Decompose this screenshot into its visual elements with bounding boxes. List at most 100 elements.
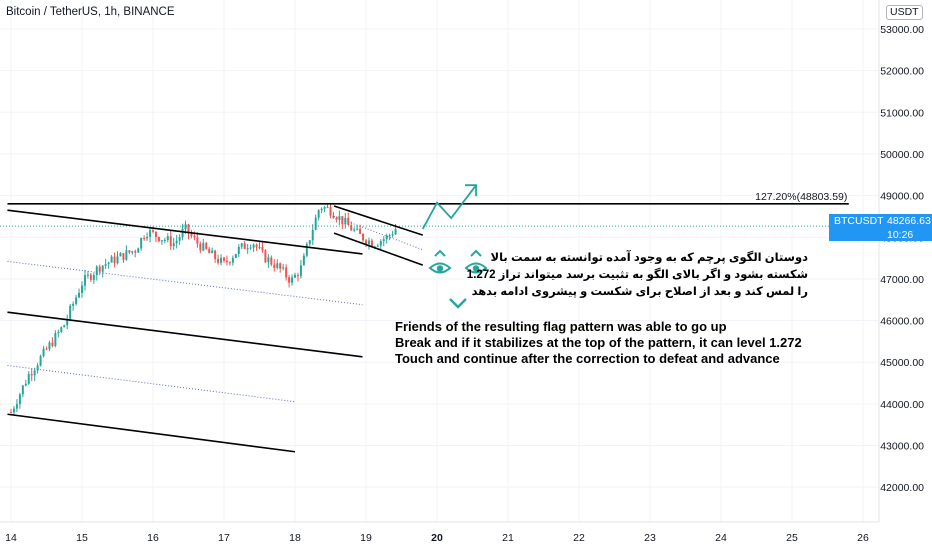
time-axis-label: 20 <box>431 532 443 544</box>
candle-up <box>294 274 296 278</box>
price-axis-label: 43000.00 <box>880 441 924 453</box>
candle-up <box>33 370 36 376</box>
last-price-label: 48266.63 <box>887 215 931 227</box>
trendline[interactable] <box>333 205 424 236</box>
dotted-trendline[interactable] <box>333 215 423 251</box>
english-line: Break and if it stabilizes at the top of… <box>395 335 802 350</box>
candle-up <box>385 235 388 240</box>
candle-down <box>264 250 267 263</box>
candle-down <box>270 257 273 265</box>
candle-up <box>252 244 255 248</box>
candle-up <box>101 265 104 272</box>
candle-up <box>24 383 27 386</box>
candle-down <box>98 266 101 272</box>
candle-down <box>370 240 373 248</box>
candle-up <box>317 210 320 218</box>
candle-up <box>299 265 302 276</box>
candle-up <box>220 257 223 263</box>
candle-up <box>18 394 21 405</box>
eye-icon <box>464 262 488 274</box>
candle-down <box>273 264 276 268</box>
currency-button[interactable]: USDT <box>886 5 923 20</box>
candle-down <box>113 256 116 264</box>
candle-down <box>154 231 157 237</box>
candle-up <box>21 385 24 395</box>
candle-down <box>199 243 202 251</box>
trendline[interactable] <box>7 413 296 453</box>
candle-down <box>143 237 146 239</box>
candle-up <box>163 239 166 241</box>
candle-down <box>128 250 131 253</box>
candle-down <box>30 374 33 376</box>
candle-up <box>353 229 356 231</box>
price-axis-label: 46000.00 <box>880 316 924 328</box>
candle-down <box>228 262 231 264</box>
candle-down <box>341 216 344 225</box>
dotted-trendline[interactable] <box>7 260 363 306</box>
candle-up <box>202 242 205 251</box>
eye-pupil-icon <box>436 265 444 272</box>
candle-down <box>51 342 54 346</box>
candle-up <box>338 216 341 220</box>
symbol-title[interactable]: Bitcoin / TetherUS, 1h, BINANCE <box>6 6 175 18</box>
candle-up <box>119 253 122 257</box>
candle-up <box>60 327 63 332</box>
candle-up <box>36 365 39 371</box>
candle-down <box>193 235 196 238</box>
time-axis-label: 14 <box>5 532 17 544</box>
candle-up <box>388 235 391 237</box>
projection-arrowhead <box>465 184 477 197</box>
candle-up <box>131 251 134 253</box>
candle-down <box>243 243 246 249</box>
candle-down <box>350 225 353 231</box>
eyebrow-icon <box>434 249 446 257</box>
candle-up <box>78 292 81 298</box>
price-axis-label: 51000.00 <box>880 107 924 119</box>
projection-path[interactable] <box>422 184 477 230</box>
candle-up <box>27 374 30 384</box>
time-axis-label: 17 <box>218 532 230 544</box>
english-annotation[interactable]: Friends of the resulting flag pattern wa… <box>395 319 802 367</box>
ticker-price-badge: BTCUSDT 48266.63 <box>829 214 932 228</box>
candle-down <box>261 246 264 251</box>
candle-down <box>365 240 367 245</box>
trendline[interactable] <box>7 311 363 358</box>
candle-up <box>81 285 83 293</box>
candle-up <box>379 241 382 246</box>
candle-up <box>48 342 51 350</box>
farsi-annotation[interactable]: دوستان الگوی پرچم که به وجود آمده توانست… <box>467 250 808 301</box>
candle-up <box>125 250 128 260</box>
candle-up <box>246 248 249 250</box>
candle-up <box>367 240 370 245</box>
candle-up <box>178 237 181 241</box>
candle-down <box>288 277 291 283</box>
candle-down <box>45 348 48 350</box>
chevron-down-icon <box>449 298 467 309</box>
candle-down <box>190 233 193 236</box>
eyebrow-icon <box>470 249 482 257</box>
time-axis-label: 15 <box>76 532 88 544</box>
candle-up <box>160 240 163 242</box>
candle-up <box>166 236 169 240</box>
candle-down <box>255 244 258 248</box>
candle-down <box>89 274 92 280</box>
time-axis-label: 16 <box>147 532 159 544</box>
trendline[interactable] <box>7 209 363 255</box>
dotted-trendline[interactable] <box>7 365 296 403</box>
candle-up <box>231 257 234 263</box>
candle-up <box>175 240 178 244</box>
candle-down <box>157 236 160 242</box>
candle-down <box>279 263 282 269</box>
candle-up <box>282 267 285 269</box>
candle-up <box>181 229 184 238</box>
farsi-line: دوستان الگوی پرچم که به وجود آمده توانست… <box>490 252 808 264</box>
candle-up <box>382 239 385 242</box>
candle-up <box>137 248 140 253</box>
candle-up <box>320 208 323 211</box>
trendline[interactable] <box>333 232 424 266</box>
candle-up <box>314 217 317 230</box>
candle-down <box>122 253 125 260</box>
price-axis-label: 49000.00 <box>880 191 924 203</box>
candle-up <box>75 297 78 304</box>
